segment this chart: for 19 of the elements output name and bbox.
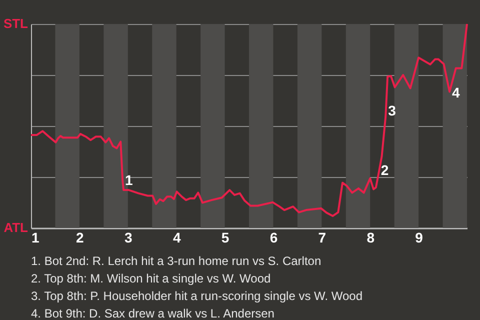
x-tick-label: 1: [32, 230, 40, 246]
x-tick-label: 7: [318, 230, 326, 246]
text: STL: [3, 16, 28, 31]
annotation: 4: [452, 84, 460, 100]
text: 2. Top 8th: M. Wilson hit a single vs W. Wood: [31, 272, 271, 286]
annotation: 1: [125, 172, 134, 188]
annotation: 3: [388, 102, 396, 119]
x-tick-label: 4: [172, 230, 181, 246]
text: ATL: [4, 220, 28, 235]
x-tick-label: 3: [124, 230, 132, 246]
x-tick-label: 2: [76, 230, 84, 246]
x-tick-label: 6: [270, 230, 278, 246]
x-tick-label: 9: [415, 230, 424, 246]
annotation: 2: [380, 162, 389, 178]
text: 1. Bot 2nd: R. Lerch hit a 3-run home run vs S. Carlton: [31, 254, 322, 268]
text: 4. Bot 9th: D. Sax drew a walk vs L. Andersen: [31, 306, 274, 320]
x-tick-label: 5: [221, 230, 230, 246]
x-tick-label: 8: [366, 230, 375, 246]
text: 3. Top 8th: P. Householder hit a run-scoring single vs W. Wood: [31, 289, 363, 303]
